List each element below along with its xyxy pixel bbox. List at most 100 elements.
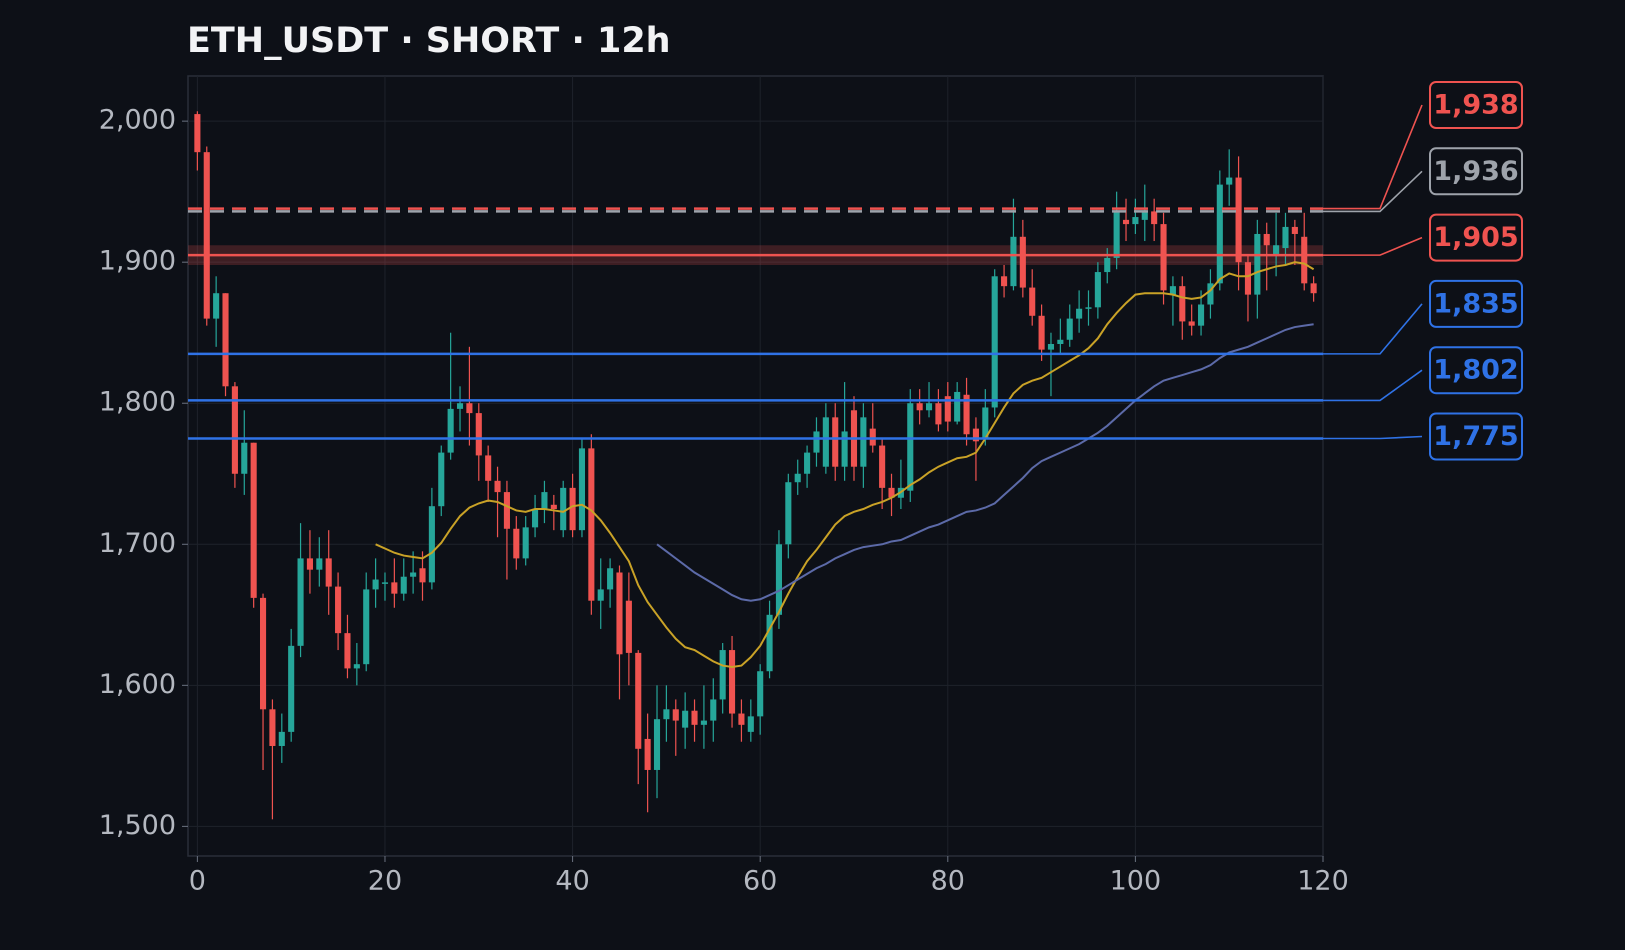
candle-body <box>1066 318 1073 340</box>
candle-body <box>625 600 632 653</box>
candle-body <box>1010 236 1017 287</box>
candle-body <box>597 589 604 601</box>
candle-body <box>503 492 510 529</box>
candle-body <box>1216 184 1223 284</box>
level-connector <box>1323 369 1423 402</box>
candle-body <box>363 589 370 665</box>
y-tick-label: 1,600 <box>99 669 176 700</box>
candle-body <box>475 413 482 456</box>
candle-body <box>522 527 529 559</box>
candle-body <box>513 528 520 559</box>
candle-body <box>400 576 407 594</box>
level-connector <box>1323 303 1423 355</box>
candle-body <box>456 403 464 409</box>
candle-body <box>1226 177 1233 185</box>
x-tick-label: 40 <box>555 866 589 897</box>
candle-body <box>1047 343 1055 350</box>
candle-body <box>269 709 276 746</box>
candle-body <box>1244 262 1252 295</box>
level-connector <box>1323 236 1423 256</box>
candle-body <box>1169 286 1176 295</box>
y-tick-label: 1,700 <box>99 528 176 559</box>
candle-body <box>1282 226 1289 249</box>
candle-body <box>391 582 398 594</box>
candle-body <box>982 407 989 439</box>
candle-body <box>1094 272 1101 308</box>
candle-body <box>879 445 886 488</box>
candle-body <box>841 431 848 467</box>
level-connector <box>1323 435 1423 440</box>
candle-body <box>428 506 435 583</box>
candle-body <box>869 428 876 446</box>
candle-body <box>569 487 576 531</box>
candle-body <box>419 568 426 583</box>
candle-body <box>972 428 979 442</box>
candle-body <box>306 558 313 570</box>
candle-body <box>241 442 248 474</box>
level-label: 1,835 <box>1433 288 1518 319</box>
candle-body <box>1076 308 1083 319</box>
candle-body <box>1254 233 1261 295</box>
candle-body <box>353 664 360 669</box>
level-label: 1,775 <box>1433 421 1518 452</box>
y-tick-label: 2,000 <box>99 105 176 136</box>
candle-body <box>1160 224 1167 291</box>
candle-body <box>1273 245 1280 256</box>
candle-body <box>616 572 623 655</box>
candle-body <box>832 417 839 467</box>
candle-body <box>1198 304 1205 326</box>
level-tag <box>1429 279 1523 328</box>
candle-body <box>578 448 586 531</box>
candle-body <box>935 403 942 425</box>
x-tick-label: 120 <box>1297 866 1349 897</box>
candle-body <box>1151 211 1158 225</box>
candle-body <box>1029 287 1036 316</box>
candle-body <box>729 650 736 714</box>
candle-body <box>1141 211 1148 220</box>
candle-body <box>954 391 961 422</box>
level-label: 1,936 <box>1433 156 1518 187</box>
level-label: 1,938 <box>1433 90 1518 121</box>
candle-body <box>757 671 764 717</box>
candle-body <box>438 452 445 507</box>
candle-body <box>1132 217 1139 225</box>
candle-body <box>963 394 970 435</box>
candle-body <box>1104 257 1111 273</box>
moving-average <box>375 261 1315 669</box>
candle-body <box>1235 177 1242 263</box>
candle-body <box>588 448 595 601</box>
candle-body <box>775 544 782 615</box>
candle-body <box>635 652 642 749</box>
candle-body <box>888 487 895 498</box>
candle-body <box>325 558 332 587</box>
candle-body <box>719 650 726 700</box>
candle-body <box>1038 315 1045 350</box>
moving-average <box>656 323 1314 602</box>
candle-body <box>1122 219 1130 225</box>
level-tag <box>1429 81 1523 129</box>
candle-body <box>259 597 267 710</box>
x-tick-label: 60 <box>743 866 777 897</box>
candle-body <box>1301 236 1308 284</box>
candle-body <box>700 720 707 725</box>
candle-body <box>1085 307 1092 309</box>
level-tag <box>1429 346 1523 395</box>
candle-body <box>804 452 811 474</box>
candle-body <box>738 713 745 725</box>
candle-body <box>682 710 689 728</box>
candle-body <box>213 293 220 319</box>
candle-body <box>297 558 304 646</box>
candle-body <box>494 480 501 493</box>
level-label: 1,905 <box>1433 222 1518 253</box>
candle-body <box>1179 286 1186 322</box>
candle-body <box>316 558 323 570</box>
candle-body <box>278 731 285 746</box>
candle-body <box>560 487 567 531</box>
level-tag <box>1429 412 1523 461</box>
candle-body <box>288 645 295 732</box>
candle-body <box>447 408 454 453</box>
candle-body <box>1310 283 1317 294</box>
y-tick-label: 1,900 <box>99 246 176 277</box>
candle-body <box>194 114 201 153</box>
